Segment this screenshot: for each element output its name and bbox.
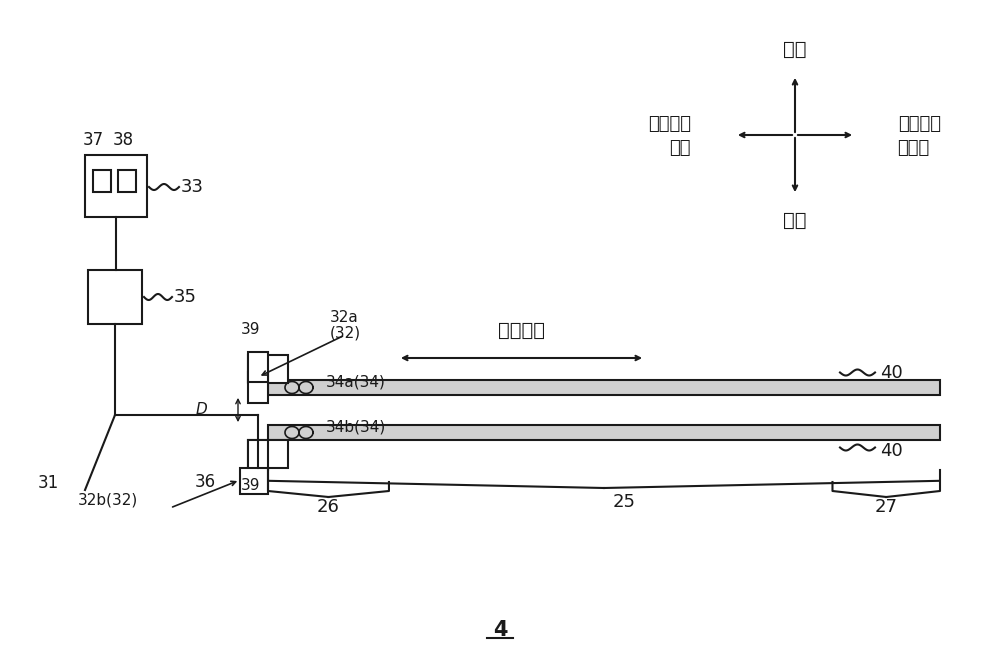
Bar [85,155,147,217]
Bar [118,170,136,192]
Bar [248,352,268,382]
Bar [268,425,940,440]
Bar [248,355,288,383]
Text: 25: 25 [612,493,636,511]
Text: 34a(34): 34a(34) [326,374,386,390]
Bar [268,380,940,395]
Text: 上侧: 上侧 [783,40,807,59]
Bar [248,372,268,403]
Text: 37: 37 [83,131,104,149]
Text: 31: 31 [38,474,59,492]
Text: 另一侧: 另一侧 [897,139,929,157]
Text: 36: 36 [195,473,216,491]
Bar [248,440,288,468]
Text: D: D [196,402,208,418]
Text: 33: 33 [181,178,204,196]
Text: 32b(32): 32b(32) [78,492,138,508]
Text: 宽度方向: 宽度方向 [648,115,692,133]
Text: 扫描方向: 扫描方向 [498,321,545,340]
Bar [248,440,268,470]
Text: 34b(34): 34b(34) [326,420,386,434]
Text: 40: 40 [880,364,903,382]
Text: 32a: 32a [330,311,359,325]
Text: 40: 40 [880,442,903,460]
Text: 39: 39 [241,478,261,494]
Bar [240,468,268,494]
Text: 38: 38 [113,131,134,149]
Text: 下侧: 下侧 [783,211,807,230]
Text: 35: 35 [174,288,197,306]
Text: 26: 26 [317,498,340,516]
Text: (32): (32) [330,325,361,340]
Text: 4: 4 [493,620,507,640]
Bar [93,170,111,192]
Text: 宽度方向: 宽度方向 [898,115,942,133]
Text: 39: 39 [241,323,261,338]
Text: 一侧: 一侧 [669,139,691,157]
Text: 27: 27 [875,498,898,516]
Bar [88,270,142,324]
